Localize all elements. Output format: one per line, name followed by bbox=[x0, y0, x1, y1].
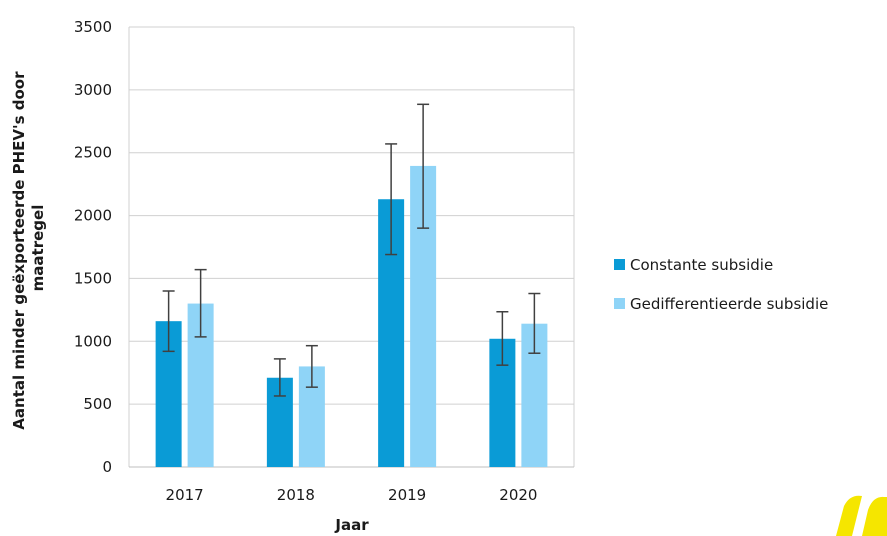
y-tick-label-1500: 1500 bbox=[74, 269, 112, 287]
legend-label-constante: Constante subsidie bbox=[630, 256, 773, 274]
x-tick-label-2019: 2019 bbox=[388, 486, 426, 504]
x-tick-label-2018: 2018 bbox=[277, 486, 315, 504]
legend: Constante subsidie Gedifferentieerde sub… bbox=[614, 256, 828, 313]
y-tick-label-3000: 3000 bbox=[74, 81, 112, 99]
y-tick-labels: 0 500 1000 1500 2000 2500 3000 3500 bbox=[74, 18, 112, 476]
y-tick-label-2500: 2500 bbox=[74, 144, 112, 162]
error-bar-2019-series-2 bbox=[417, 103, 430, 229]
error-bar-2020-series-2 bbox=[528, 292, 541, 354]
x-tick-label-2017: 2017 bbox=[166, 486, 204, 504]
y-tick-label-500: 500 bbox=[83, 395, 112, 413]
error-bar-2018-series-1 bbox=[273, 358, 286, 397]
error-bars-layer bbox=[162, 103, 541, 397]
error-bar-2017-series-1 bbox=[162, 290, 175, 353]
error-bar-2019-series-1 bbox=[385, 143, 398, 256]
legend-swatch-gedifferentieerde bbox=[614, 298, 625, 309]
y-axis-title-line-1: Aantal minder geëxporteerde PHEV's door bbox=[10, 71, 28, 430]
error-bar-2020-series-1 bbox=[496, 310, 509, 366]
x-tick-labels: 2017 2018 2019 2020 bbox=[166, 486, 538, 504]
x-tick-label-2020: 2020 bbox=[499, 486, 537, 504]
y-axis-title: Aantal minder geëxporteerde PHEV's door … bbox=[10, 66, 47, 429]
legend-swatch-constante bbox=[614, 259, 625, 270]
logo-mark bbox=[836, 495, 887, 536]
error-bar-2018-series-2 bbox=[305, 344, 318, 388]
y-axis-title-line-2: maatregel bbox=[29, 205, 47, 292]
y-tick-label-1000: 1000 bbox=[74, 332, 112, 350]
x-axis-title: Jaar bbox=[334, 516, 369, 534]
error-bar-2017-series-2 bbox=[194, 268, 207, 338]
y-tick-label-3500: 3500 bbox=[74, 18, 112, 36]
bars-layer bbox=[155, 165, 548, 467]
y-tick-label-0: 0 bbox=[102, 458, 112, 476]
y-tick-label-2000: 2000 bbox=[74, 207, 112, 225]
legend-label-gedifferentieerde: Gedifferentieerde subsidie bbox=[630, 295, 828, 313]
